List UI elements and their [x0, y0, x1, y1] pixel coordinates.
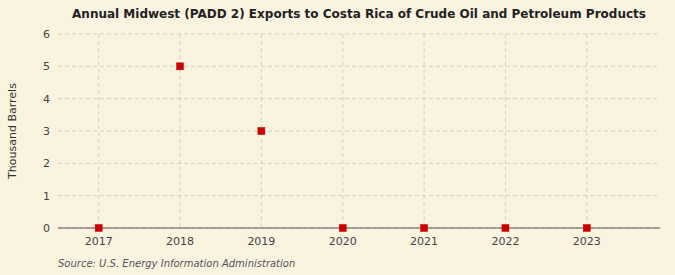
- y-grid-line: [58, 195, 660, 196]
- point: [339, 225, 346, 232]
- y-grid-line: [58, 131, 660, 132]
- source-note: Source: U.S. Energy Information Administ…: [58, 258, 295, 269]
- title: Annual Midwest (PADD 2) Exports to Costa…: [72, 7, 646, 21]
- x-grid-line: [424, 34, 425, 228]
- point: [95, 225, 102, 232]
- point: [177, 63, 184, 70]
- y-tick-label: 2: [43, 157, 50, 170]
- points: [95, 63, 590, 232]
- y-tick-label: 3: [43, 125, 50, 138]
- y-grid-line: [58, 66, 660, 67]
- point: [421, 225, 428, 232]
- grid: [58, 34, 660, 228]
- y-tick-label: 4: [43, 93, 50, 106]
- y-grid-line: [58, 228, 660, 229]
- x-axis-line: [58, 228, 660, 229]
- y-tick-label: 0: [43, 222, 50, 235]
- x-grid-line: [505, 34, 506, 228]
- y-tick-label: 6: [43, 28, 50, 41]
- x-grid-line: [98, 34, 99, 228]
- x-tick-label: 2018: [166, 235, 194, 248]
- y-axis-label: Thousand Barrels: [6, 83, 19, 180]
- y-tick-label: 1: [43, 190, 50, 203]
- chart: Annual Midwest (PADD 2) Exports to Costa…: [0, 0, 675, 275]
- x-tick-label: 2020: [329, 235, 357, 248]
- x-tick-label: 2022: [491, 235, 519, 248]
- point: [502, 225, 509, 232]
- x-tick-label: 2023: [573, 235, 601, 248]
- y-grid-line: [58, 34, 660, 35]
- y-grid-line: [58, 163, 660, 164]
- y-tick-label: 5: [43, 60, 50, 73]
- x-tick-label: 2017: [85, 235, 113, 248]
- point: [258, 128, 265, 135]
- x-grid-line: [342, 34, 343, 228]
- x-tick-label: 2021: [410, 235, 438, 248]
- x-tick-label: 2019: [247, 235, 275, 248]
- y-grid-line: [58, 98, 660, 99]
- point: [583, 225, 590, 232]
- x-grid-line: [586, 34, 587, 228]
